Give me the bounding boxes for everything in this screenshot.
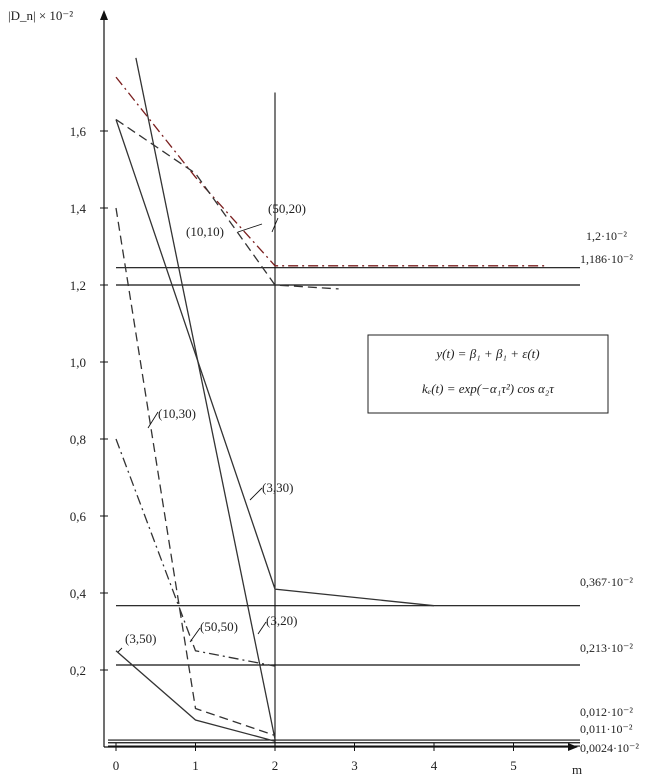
reference-line-label: 0,0024·10⁻² (580, 741, 639, 755)
legend-box (367, 334, 609, 414)
legend: y(t) = β₁ + β₁ + ε(t) kₑ(t) = exp(−α₁τ²)… (367, 334, 609, 414)
series-label: (3,50) (125, 631, 156, 646)
series-callout-leader (271, 217, 279, 233)
series-line (115, 76, 546, 267)
series-line (115, 207, 276, 737)
y-tick-label: 1,0 (70, 355, 86, 370)
reference-line-label: 1,186·10⁻² (580, 252, 633, 266)
reference-line-label: 0,012·10⁻² (580, 705, 633, 719)
y-tick-label: 0,6 (70, 509, 87, 524)
reference-line-label: 0,213·10⁻² (580, 641, 633, 655)
series-line (135, 57, 276, 740)
x-tick-label: 0 (113, 758, 120, 773)
y-tick-label: 0,4 (70, 586, 87, 601)
x-tick-label: 1 (192, 758, 199, 773)
y-tick-label: 0,2 (70, 663, 86, 678)
series-label: (10,10) (186, 224, 224, 239)
y-tick-label: 1,2 (70, 278, 86, 293)
reference-line-label: 1,2·10⁻² (586, 229, 627, 243)
series-line (115, 438, 276, 667)
series-label: (3,30) (262, 480, 293, 495)
series-callout-leader (147, 411, 159, 429)
series-label: (50,50) (200, 619, 238, 634)
x-axis-arrow (568, 743, 578, 751)
x-tick-label: 5 (510, 758, 517, 773)
series-callout-leader (237, 223, 263, 233)
y-axis-arrow (100, 10, 108, 20)
series-line (115, 119, 435, 607)
series-label: (50,20) (268, 201, 306, 216)
series-label: (10,30) (158, 406, 196, 421)
y-tick-label: 1,6 (70, 124, 87, 139)
y-tick-label: 0,8 (70, 432, 86, 447)
series-callout-leader (189, 627, 201, 643)
series-line (115, 650, 276, 742)
series-label: (3,20) (266, 613, 297, 628)
x-tick-label: 3 (351, 758, 358, 773)
legend-equation-2: kₑ(t) = exp(−α₁τ²) cos α₂τ (422, 381, 555, 396)
x-tick-label: 2 (272, 758, 279, 773)
reference-line-label: 0,367·10⁻² (580, 575, 633, 589)
series-callout-leader (117, 647, 123, 653)
reference-line-label: 0,011·10⁻² (580, 722, 633, 736)
y-tick-label: 1,4 (70, 201, 87, 216)
legend-equation-1: y(t) = β₁ + β₁ + ε(t) (434, 346, 539, 361)
x-axis-label: m (572, 762, 582, 777)
series-callout-leader (249, 487, 263, 501)
series-callout-leader (257, 621, 267, 635)
series-line (115, 118, 339, 290)
x-tick-label: 4 (431, 758, 438, 773)
y-axis-label: |D_n| × 10⁻² (8, 8, 73, 23)
